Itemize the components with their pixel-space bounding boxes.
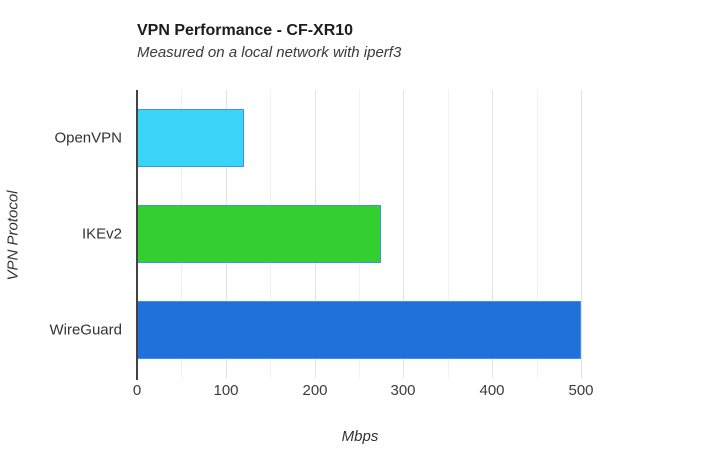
chart-title: VPN Performance - CF-XR10 <box>137 22 354 39</box>
y-axis-line <box>136 90 138 380</box>
bar-ikev2 <box>137 205 381 263</box>
category-label-wireguard: WireGuard <box>49 321 122 339</box>
bar-wireguard <box>137 301 581 359</box>
minor-gridline <box>448 90 449 378</box>
plot-area <box>137 90 630 378</box>
category-labels: OpenVPN IKEv2 WireGuard <box>2 90 122 378</box>
x-tick-label-500: 500 <box>568 382 594 399</box>
bar-openvpn <box>137 109 244 167</box>
major-gridline <box>581 90 582 378</box>
x-tick-label-100: 100 <box>213 382 239 399</box>
category-label-openvpn: OpenVPN <box>54 129 122 147</box>
chart-subtitle: Measured on a local network with iperf3 <box>137 44 402 61</box>
major-gridline <box>403 90 404 378</box>
x-tick-label-400: 400 <box>479 382 505 399</box>
x-tick-label-0: 0 <box>132 382 142 399</box>
x-tick-label-300: 300 <box>390 382 416 399</box>
x-axis-title: Mbps <box>341 428 379 445</box>
minor-gridline <box>537 90 538 378</box>
x-tick-label-200: 200 <box>302 382 328 399</box>
major-gridline <box>492 90 493 378</box>
category-label-ikev2: IKEv2 <box>81 225 122 243</box>
